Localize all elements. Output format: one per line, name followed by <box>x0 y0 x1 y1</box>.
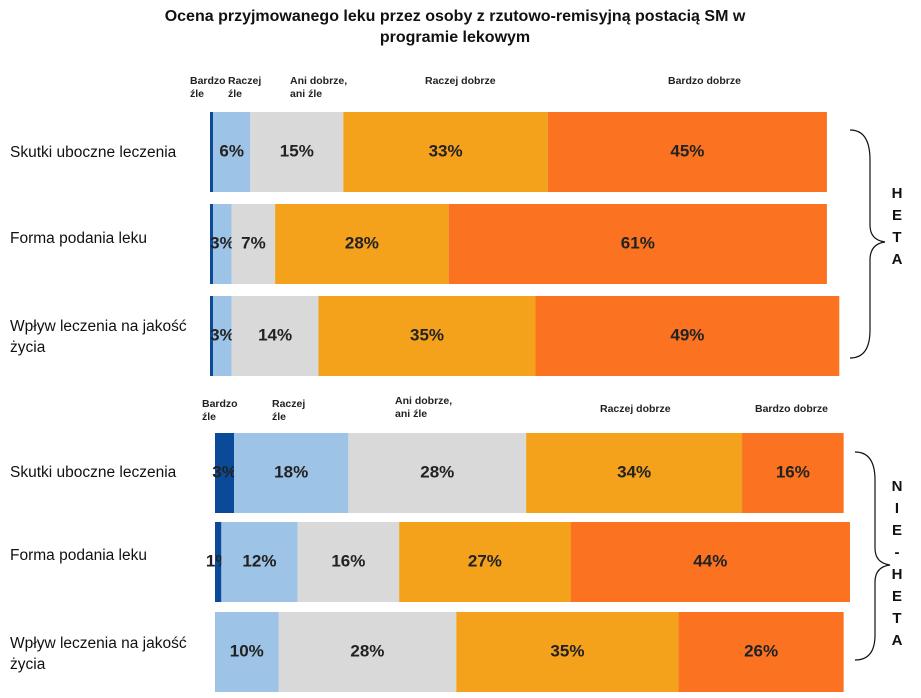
data-label: 3% <box>210 233 235 252</box>
data-label: 6% <box>219 141 244 160</box>
data-label: 3% <box>210 325 235 344</box>
data-label: 35% <box>410 325 444 344</box>
legend-label: Ani dobrze, ani źle <box>290 75 348 100</box>
bar-segment <box>213 296 232 376</box>
data-label: 3% <box>212 462 237 481</box>
data-label: 34% <box>617 462 651 481</box>
bar-segment <box>275 204 449 284</box>
data-label: 14% <box>258 325 292 344</box>
legend-label: Raczej źle <box>272 398 306 423</box>
data-label: 61% <box>621 233 655 252</box>
bar-segment <box>210 204 214 284</box>
data-label: 16% <box>776 462 810 481</box>
bracket <box>849 129 886 359</box>
bar-segment <box>742 433 844 513</box>
data-label: 28% <box>420 462 454 481</box>
legend-label: Ani dobrze, ani źle <box>395 395 453 420</box>
data-label: 18% <box>274 462 308 481</box>
bar-segment <box>535 296 840 376</box>
bar-segment <box>348 433 527 513</box>
bar-segment <box>399 522 571 602</box>
group-label: HETA <box>889 185 906 273</box>
bar-segment <box>215 522 222 602</box>
bar-segment <box>213 112 251 192</box>
bar-segment <box>210 112 214 192</box>
data-label: 28% <box>345 233 379 252</box>
bar-segment <box>278 612 457 692</box>
legend-label: Bardzo dobrze <box>755 403 828 415</box>
category-label: Skutki uboczne leczenia <box>10 464 177 481</box>
bar-segment <box>547 112 827 192</box>
bar-segment <box>231 296 319 376</box>
data-label: 49% <box>670 325 704 344</box>
legend-label: Raczej dobrze <box>600 403 671 415</box>
category-label: Forma podania leku <box>10 230 147 247</box>
data-label: 16% <box>331 551 365 570</box>
category-label: Wpływ leczenia na jakość życia <box>10 318 187 356</box>
legend-label: Raczej dobrze <box>425 75 496 87</box>
legend-label: Raczej źle <box>228 75 262 100</box>
data-label: 35% <box>550 641 584 660</box>
bar-segment <box>318 296 536 376</box>
data-label: 44% <box>693 551 727 570</box>
data-label: 10% <box>230 641 264 660</box>
legend-label: Bardzo źle <box>190 75 226 100</box>
category-label: Forma podania leku <box>10 547 147 564</box>
bar-segment <box>526 433 743 513</box>
data-label: 33% <box>429 141 463 160</box>
bar-segment <box>250 112 344 192</box>
category-label: Wpływ leczenia na jakość życia <box>10 635 187 673</box>
data-label: 45% <box>670 141 704 160</box>
data-label: 15% <box>280 141 314 160</box>
data-label: 26% <box>744 641 778 660</box>
legend-label: Bardzo źle <box>202 398 238 423</box>
bar-segment <box>456 612 679 692</box>
data-label: 27% <box>468 551 502 570</box>
legend-label: Bardzo dobrze <box>668 75 741 87</box>
data-label: 7% <box>241 233 266 252</box>
bar-segment <box>231 204 276 284</box>
category-label: Skutki uboczne leczenia <box>10 144 177 161</box>
data-label: 12% <box>242 551 276 570</box>
bar-segment <box>343 112 548 192</box>
group-label: NIE-HETA <box>889 478 906 654</box>
bar-segment <box>215 433 235 513</box>
chart-title: Ocena przyjmowanego leku przez osoby z r… <box>164 8 746 46</box>
bracket <box>854 451 891 661</box>
bar-segment <box>297 522 400 602</box>
bar-segment <box>221 522 298 602</box>
bar-segment <box>570 522 850 602</box>
bar-segment <box>234 433 349 513</box>
bar-segment <box>678 612 844 692</box>
data-label: 28% <box>350 641 384 660</box>
bar-segment <box>210 296 214 376</box>
bar-segment <box>448 204 827 284</box>
bar-segment <box>213 204 232 284</box>
bar-segment <box>215 612 279 692</box>
